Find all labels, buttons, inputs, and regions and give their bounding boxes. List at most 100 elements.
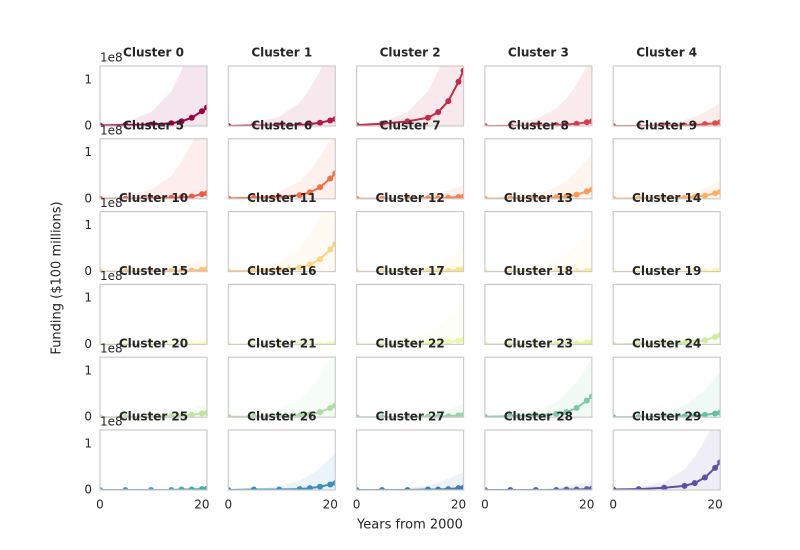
data-point — [147, 341, 154, 345]
data-point — [717, 267, 721, 272]
data-point — [100, 487, 103, 490]
subplot-title: Cluster 23 — [504, 337, 573, 351]
data-point — [563, 121, 570, 126]
data-point — [332, 402, 336, 409]
subplot-title: Cluster 9 — [636, 118, 697, 132]
plot-frame — [484, 211, 593, 273]
subplot-title: Cluster 8 — [508, 118, 569, 132]
data-point — [198, 340, 205, 345]
confidence-band — [228, 357, 336, 418]
data-point — [691, 412, 698, 418]
offset-label: 1e8 — [100, 123, 123, 137]
data-point — [563, 193, 570, 199]
plot-frame — [484, 65, 593, 127]
y-tick-label: 0 — [84, 337, 92, 351]
data-point — [332, 480, 336, 487]
data-point — [228, 341, 232, 345]
offset-label: 1e8 — [100, 342, 123, 356]
data-point — [100, 341, 103, 345]
data-point — [712, 120, 719, 126]
plot-frame — [612, 429, 721, 491]
confidence-band — [356, 66, 464, 126]
data-point — [198, 486, 205, 490]
x-tick-label: 0 — [96, 498, 104, 512]
subplot-title: Cluster 28 — [504, 410, 573, 424]
confidence-band — [613, 430, 721, 490]
data-point — [445, 486, 452, 490]
data-point — [460, 193, 464, 199]
data-point — [681, 194, 688, 199]
data-point — [276, 486, 283, 490]
data-point — [317, 184, 324, 191]
data-point — [455, 193, 462, 199]
plot-frame — [99, 65, 208, 127]
data-point — [455, 78, 462, 85]
data-point — [147, 195, 154, 199]
data-point — [681, 482, 688, 489]
data-point — [701, 268, 708, 272]
y-tick-label: 1 — [84, 436, 92, 450]
data-point — [296, 486, 303, 490]
data-point — [327, 246, 334, 253]
x-tick-label: 20 — [451, 498, 466, 512]
data-point — [204, 190, 207, 197]
subplot-title: Cluster 24 — [632, 337, 701, 351]
subplot-title: Cluster 19 — [632, 264, 701, 278]
data-point — [296, 122, 303, 126]
data-point — [228, 195, 232, 199]
data-point — [484, 195, 488, 199]
data-point — [613, 268, 617, 272]
data-point — [379, 120, 386, 126]
confidence-band — [613, 180, 721, 199]
data-point — [460, 67, 464, 74]
data-point — [424, 486, 431, 490]
subplot-title: Cluster 18 — [504, 264, 573, 278]
data-point — [178, 194, 185, 199]
plot-frame — [356, 138, 465, 200]
y-tick-label: 1 — [84, 72, 92, 86]
data-point — [276, 266, 283, 272]
data-point — [332, 116, 336, 123]
y-tick-label: 0 — [84, 119, 92, 133]
plot-frame — [484, 138, 593, 200]
subplot — [613, 430, 721, 490]
y-tick-label: 0 — [84, 264, 92, 278]
data-point — [691, 480, 698, 487]
data-point — [122, 195, 129, 199]
plot-frame — [484, 356, 593, 418]
subplot — [484, 66, 592, 126]
data-point — [188, 486, 195, 490]
plot-frame — [227, 356, 336, 418]
data-point — [250, 413, 257, 418]
data-point — [178, 486, 185, 490]
subplot-title: Cluster 12 — [375, 191, 444, 205]
data-point — [712, 464, 719, 471]
data-point — [276, 193, 283, 199]
data-point — [204, 340, 207, 345]
data-point — [588, 267, 592, 272]
data-point — [635, 340, 642, 345]
data-point — [228, 123, 232, 126]
data-point — [122, 122, 129, 126]
data-point — [583, 119, 590, 126]
y-tick-label: 1 — [84, 145, 92, 159]
data-point — [188, 267, 195, 272]
data-point — [701, 192, 708, 199]
data-point — [455, 412, 462, 418]
subplot — [356, 66, 464, 126]
plot-frame — [356, 283, 465, 345]
data-point — [455, 266, 462, 272]
data-point — [424, 340, 431, 345]
data-point — [588, 485, 592, 490]
data-point — [204, 266, 207, 272]
x-tick-label: 20 — [194, 498, 209, 512]
data-point — [168, 120, 175, 126]
data-point — [635, 123, 642, 126]
data-point — [332, 240, 336, 247]
data-point — [553, 194, 560, 199]
data-point — [445, 339, 452, 345]
data-point — [507, 195, 514, 199]
data-point — [635, 414, 642, 418]
plot-frame — [612, 211, 721, 273]
plot-frame — [612, 356, 721, 418]
